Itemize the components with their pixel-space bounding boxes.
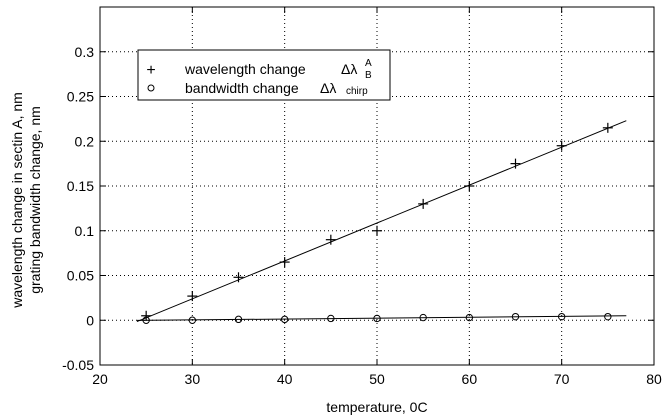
data-point-plus <box>325 234 336 245</box>
data-point-circle <box>557 312 566 321</box>
data-point-circle <box>511 312 520 321</box>
legend-label-wavelength: wavelength change <box>184 61 306 77</box>
data-point-circle <box>373 314 381 323</box>
legend: + wavelength change Δλ A B bandwidth cha… <box>137 49 391 101</box>
y-tick-label: 0.05 <box>67 268 94 284</box>
data-point-plus <box>602 122 613 133</box>
point-layer <box>141 122 613 324</box>
data-point-plus <box>279 257 290 268</box>
y-tick-label: -0.05 <box>62 357 94 373</box>
data-point-circle <box>327 314 335 323</box>
data-point-circle <box>419 313 427 322</box>
y-tick-label: 0 <box>86 312 94 328</box>
data-point-plus <box>141 310 152 321</box>
y-tick-label: 0.15 <box>67 178 94 194</box>
y-tick-label: 0.1 <box>75 223 95 239</box>
x-tick-label: 30 <box>185 371 201 387</box>
data-point-plus <box>372 225 382 236</box>
x-tick-label: 70 <box>554 371 570 387</box>
data-point-circle <box>234 315 243 324</box>
y-axis-label-line-1: wavelength change in sectin A, nm <box>9 92 25 309</box>
legend-marker-circle <box>147 84 155 92</box>
data-point-circle <box>604 312 612 321</box>
x-tick-label: 60 <box>462 371 478 387</box>
x-tick-label: 40 <box>277 371 293 387</box>
x-tick-label: 80 <box>646 371 662 387</box>
data-point-circle <box>142 316 150 324</box>
y-tick-label: 0.2 <box>75 133 95 149</box>
y-axis-label-line-2: grating bandwidth change, nm <box>27 106 43 294</box>
tick-layer: 20 30 40 50 60 70 80 -0.05 0 0.05 0.1 0.15 0.2 0.25 0.… <box>62 7 662 387</box>
data-point-plus <box>418 198 429 209</box>
legend-super-wavelength: A <box>365 58 372 69</box>
y-tick-label: 0.25 <box>67 89 94 105</box>
data-point-circle <box>188 316 197 324</box>
legend-sub-wavelength: B <box>365 70 372 81</box>
legend-sub-bandwidth: chirp <box>346 86 368 97</box>
x-axis-label: temperature, 0C <box>326 399 427 415</box>
fit-layer <box>136 120 627 323</box>
x-tick-label: 50 <box>369 371 385 387</box>
legend-symbol-bandwidth: Δλ <box>320 80 336 96</box>
data-point-plus <box>187 291 198 302</box>
fit-line-series-1 <box>136 315 627 321</box>
data-point-plus <box>510 158 521 169</box>
y-tick-label: 0.3 <box>75 44 95 60</box>
data-point-circle <box>280 315 289 324</box>
data-point-plus <box>233 272 244 283</box>
data-point-plus <box>464 181 475 191</box>
data-point-plus <box>556 140 567 151</box>
fit-line-series-0 <box>136 120 627 323</box>
legend-symbol-wavelength: Δλ <box>341 61 357 77</box>
x-tick-label: 20 <box>92 371 108 387</box>
legend-label-bandwidth: bandwidth change <box>185 80 299 96</box>
data-point-circle <box>465 313 474 322</box>
legend-box <box>137 49 391 101</box>
legend-marker-plus: + <box>146 62 155 79</box>
